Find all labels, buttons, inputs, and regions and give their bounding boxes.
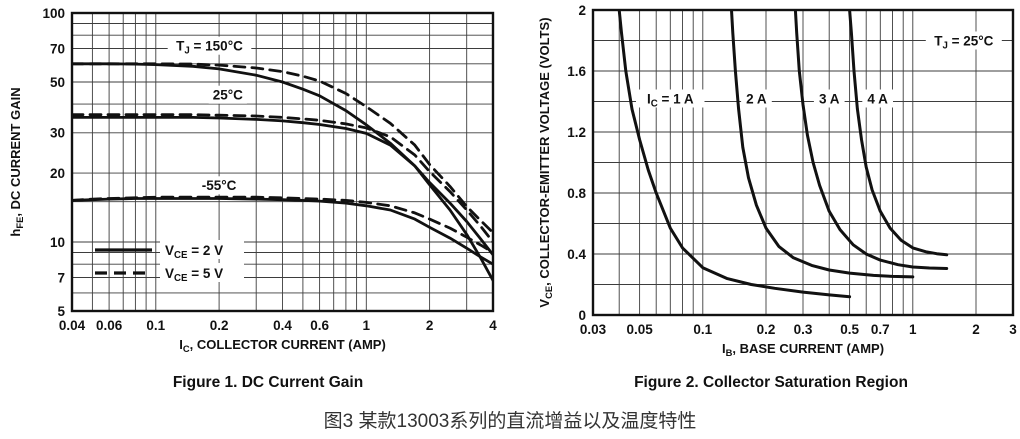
curve-tj-150-c-vce-5v (71, 62, 494, 234)
fig1-curves (71, 62, 494, 282)
y-tick-label: 0.8 (567, 186, 586, 201)
annotation-backing (208, 85, 247, 104)
fig1-y-ticks: 100 70 50 30 20 10 7 5 (42, 6, 65, 319)
annotation-label: 2 A (746, 91, 767, 106)
curve-tj-150-c-vce-2v (71, 62, 494, 282)
fig1-grid (71, 12, 494, 312)
fig2-y-axis-title: VCE, COLLECTOR-EMITTER VOLTAGE (VOLTS) (537, 17, 554, 307)
annotation-backing (813, 89, 845, 108)
x-tick-label: 2 (426, 318, 434, 333)
y-tick-label: 10 (50, 235, 65, 250)
x-tick-label: 0.2 (757, 322, 776, 337)
fig1-x-ticks: 0.04 0.06 0.1 0.2 0.4 0.6 1 2 4 (59, 318, 497, 333)
legend-backing (160, 263, 244, 282)
x-tick-label: 0.5 (840, 322, 859, 337)
x-tick-label: 4 (489, 318, 497, 333)
x-tick-label: 0.03 (580, 322, 607, 337)
y-tick-label: 30 (50, 126, 65, 141)
annotation-label: 4 A (867, 91, 888, 106)
annotation-backing (862, 89, 893, 108)
y-tick-label: 2 (578, 3, 586, 18)
annotation-label: IC = 1 A (647, 91, 694, 109)
figure2-title: Figure 2. Collector Saturation Region (634, 374, 908, 391)
fig2-y-ticks: 2 1.6 1.2 0.8 0.4 0 (567, 3, 586, 323)
x-tick-label: 0.2 (210, 318, 229, 333)
fig2-frame (591, 8, 1015, 317)
x-tick-label: 0.05 (626, 322, 653, 337)
y-tick-label: 70 (50, 41, 65, 56)
y-tick-label: 7 (57, 270, 65, 285)
annotation-backing (167, 36, 252, 55)
x-tick-label: 0.4 (273, 318, 292, 333)
x-tick-label: 0.06 (96, 318, 123, 333)
x-tick-label: 0.04 (59, 318, 86, 333)
x-tick-label: 0.6 (310, 318, 329, 333)
x-tick-label: 2 (972, 322, 980, 337)
y-tick-label: 100 (42, 6, 65, 21)
curve-ic-4-a (848, 9, 949, 257)
curve-tj--55-c-vce-2v (71, 197, 494, 266)
legend-label: VCE = 5 V (165, 266, 223, 284)
figure1-title: Figure 1. DC Current Gain (172, 374, 364, 391)
y-tick-label: 0 (578, 308, 586, 323)
curve-ic-1-a (617, 9, 852, 299)
annotation-backing (925, 31, 1002, 50)
y-tick-label: 50 (50, 75, 65, 90)
x-tick-label: 0.3 (794, 322, 813, 337)
fig1-y-axis-title: hFE, DC CURRENT GAIN (8, 87, 25, 236)
annotation-backing (741, 89, 772, 108)
fig2-grid (592, 9, 1014, 316)
legend-label: VCE = 2 V (165, 243, 223, 261)
annotation-label: -55°C (202, 178, 237, 193)
x-tick-label: 3 (1009, 322, 1017, 337)
legend-backing (160, 240, 244, 259)
fig2-x-ticks: 0.03 0.05 0.1 0.2 0.3 0.5 0.7 1 2 3 (580, 322, 1017, 337)
fig2-group: IC = 1 A 2 A 3 A 4 A TJ = 25°C 0.03 0.05 0.1 0.2… (537, 3, 1017, 358)
curve-tj--55-c-vce-5v (71, 195, 494, 254)
x-tick-label: 0.1 (693, 322, 712, 337)
y-tick-label: 1.6 (567, 64, 586, 79)
fig2-x-axis-title: IB, BASE CURRENT (AMP) (722, 341, 884, 358)
x-tick-label: 1 (363, 318, 371, 333)
fig1-x-axis-title: IC, COLLECTOR CURRENT (AMP) (179, 337, 386, 354)
fig1-frame (70, 11, 495, 313)
x-tick-label: 0.1 (146, 318, 165, 333)
fig1-group: TJ = 150°C 25°C -55°C VCE = 2 V VCE = 5 V 0.0… (8, 6, 497, 354)
fig1-annotations: TJ = 150°C 25°C -55°C (167, 36, 252, 195)
fig2-annotations: IC = 1 A 2 A 3 A 4 A TJ = 25°C (636, 31, 1002, 110)
fig2-curves (617, 9, 949, 299)
annotation-label: 3 A (819, 91, 840, 106)
curve-ic-2-a (730, 9, 915, 279)
y-tick-label: 5 (57, 304, 65, 319)
annotation-label: 25°C (213, 88, 243, 103)
x-tick-label: 1 (909, 322, 917, 337)
curve-tj-25-c-vce-2v (71, 116, 494, 257)
y-tick-label: 1.2 (567, 125, 586, 140)
annotation-label: TJ = 25°C (934, 33, 993, 51)
curve-tj-25-c-vce-5v (71, 113, 494, 244)
annotation-label: TJ = 150°C (176, 39, 243, 57)
legend: VCE = 2 V VCE = 5 V (95, 240, 244, 284)
charts-canvas: TJ = 150°C 25°C -55°C VCE = 2 V VCE = 5 V 0.0… (8, 3, 1017, 358)
y-tick-label: 20 (50, 166, 65, 181)
x-tick-label: 0.7 (871, 322, 890, 337)
figure3-caption: 图3 某款13003系列的直流增益以及温度特性 (323, 411, 697, 432)
annotation-backing (196, 176, 242, 195)
curve-ic-3-a (793, 9, 949, 270)
y-tick-label: 0.4 (567, 247, 586, 262)
annotation-backing (636, 89, 705, 108)
